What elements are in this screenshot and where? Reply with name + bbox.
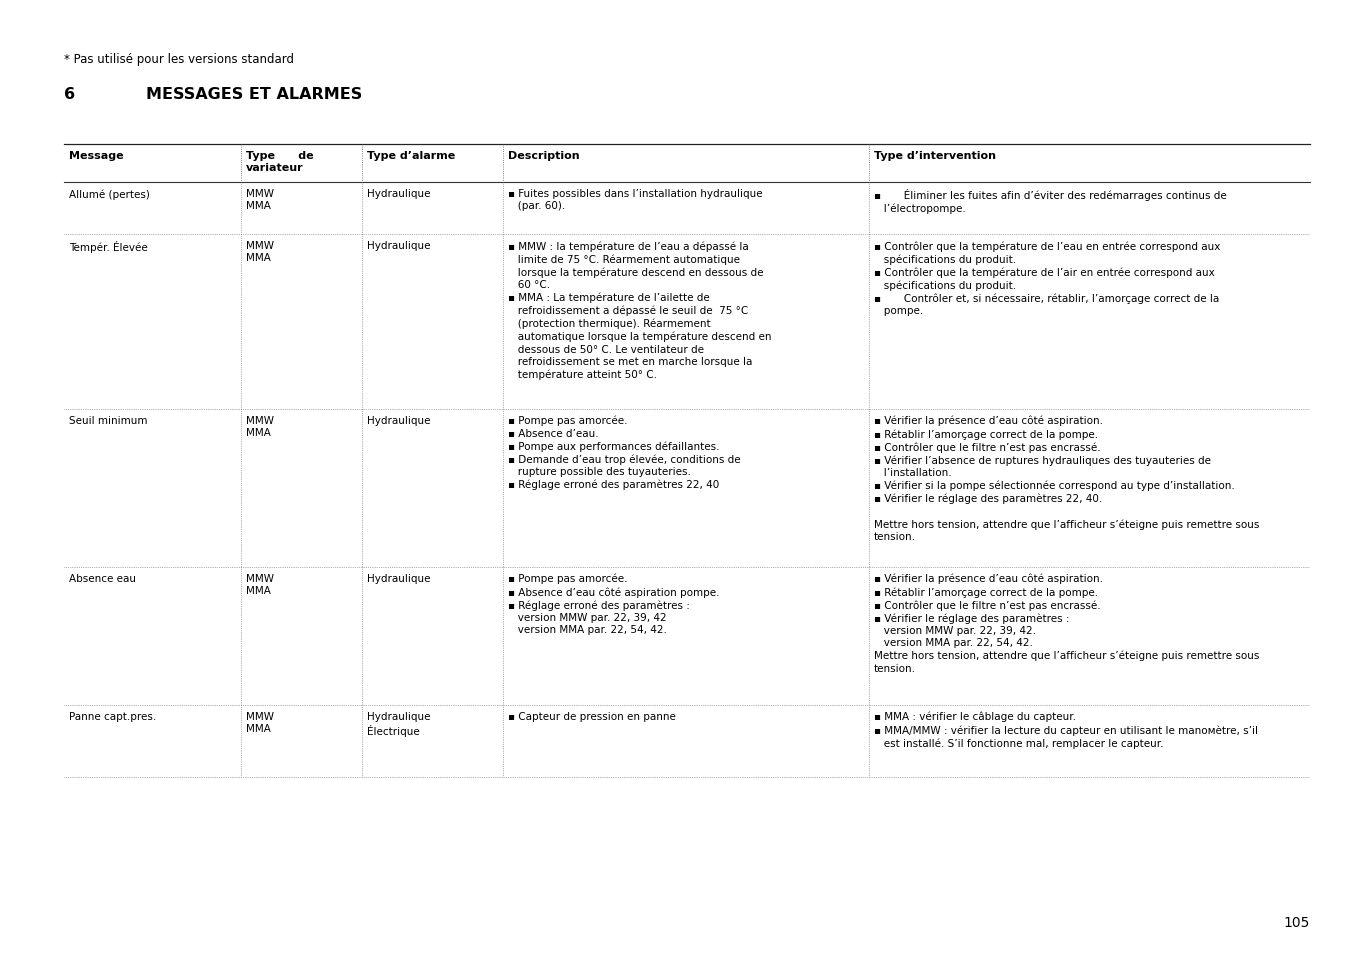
Text: 6: 6 xyxy=(64,87,76,102)
Text: Type d’alarme: Type d’alarme xyxy=(366,151,456,161)
Text: Absence eau: Absence eau xyxy=(69,574,137,583)
Text: ▪ Pompe pas amorcée.
▪ Absence d’eau côté aspiration pompe.
▪ Réglage erroné des: ▪ Pompe pas amorcée. ▪ Absence d’eau côt… xyxy=(508,574,719,635)
Text: ▪ Capteur de pression en panne: ▪ Capteur de pression en panne xyxy=(508,711,676,721)
Text: MMW
MMA: MMW MMA xyxy=(246,241,274,263)
Text: ▪ MMW : la température de l’eau a dépassé la
   limite de 75 °C. Réarmement auto: ▪ MMW : la température de l’eau a dépass… xyxy=(508,241,772,379)
Text: Type d’intervention: Type d’intervention xyxy=(873,151,996,161)
Text: ▪       Éliminer les fuites afin d’éviter des redémarrages continus de
   l’élec: ▪ Éliminer les fuites afin d’éviter des … xyxy=(873,189,1226,213)
Text: Hydraulique: Hydraulique xyxy=(366,574,430,583)
Text: ▪ Pompe pas amorcée.
▪ Absence d’eau.
▪ Pompe aux performances défaillantes.
▪ D: ▪ Pompe pas amorcée. ▪ Absence d’eau. ▪ … xyxy=(508,416,741,490)
Text: MMW
MMA: MMW MMA xyxy=(246,711,274,734)
Text: Type      de
variateur: Type de variateur xyxy=(246,151,314,173)
Text: Tempér. Élevée: Tempér. Élevée xyxy=(69,241,147,253)
Text: Allumé (pertes): Allumé (pertes) xyxy=(69,189,150,199)
Text: Hydraulique: Hydraulique xyxy=(366,416,430,426)
Text: 105: 105 xyxy=(1283,915,1310,929)
Text: Panne capt.pres.: Panne capt.pres. xyxy=(69,711,157,721)
Text: Hydraulique: Hydraulique xyxy=(366,241,430,251)
Text: Hydraulique: Hydraulique xyxy=(366,189,430,199)
Text: ▪ Vérifier la présence d’eau côté aspiration.
▪ Rétablir l’amorçage correct de l: ▪ Vérifier la présence d’eau côté aspira… xyxy=(873,574,1259,673)
Text: ▪ Vérifier la présence d’eau côté aspiration.
▪ Rétablir l’amorçage correct de l: ▪ Vérifier la présence d’eau côté aspira… xyxy=(873,416,1259,541)
Text: ▪ Contrôler que la température de l’eau en entrée correspond aux
   spécificatio: ▪ Contrôler que la température de l’eau … xyxy=(873,241,1221,315)
Text: Seuil minimum: Seuil minimum xyxy=(69,416,147,426)
Text: ▪ Fuites possibles dans l’installation hydraulique
   (par. 60).: ▪ Fuites possibles dans l’installation h… xyxy=(508,189,763,212)
Text: MMW
MMA: MMW MMA xyxy=(246,416,274,438)
Text: Description: Description xyxy=(508,151,580,161)
Text: Hydraulique
Électrique: Hydraulique Électrique xyxy=(366,711,430,737)
Text: ▪ MMA : vérifier le câblage du capteur.
▪ MMA/MMW : vérifier la lecture du capte: ▪ MMA : vérifier le câblage du capteur. … xyxy=(873,711,1257,748)
Text: MESSAGES ET ALARMES: MESSAGES ET ALARMES xyxy=(146,87,362,102)
Text: MMW
MMA: MMW MMA xyxy=(246,189,274,212)
Text: MMW
MMA: MMW MMA xyxy=(246,574,274,596)
Text: * Pas utilisé pour les versions standard: * Pas utilisé pour les versions standard xyxy=(64,53,293,66)
Text: Message: Message xyxy=(69,151,123,161)
